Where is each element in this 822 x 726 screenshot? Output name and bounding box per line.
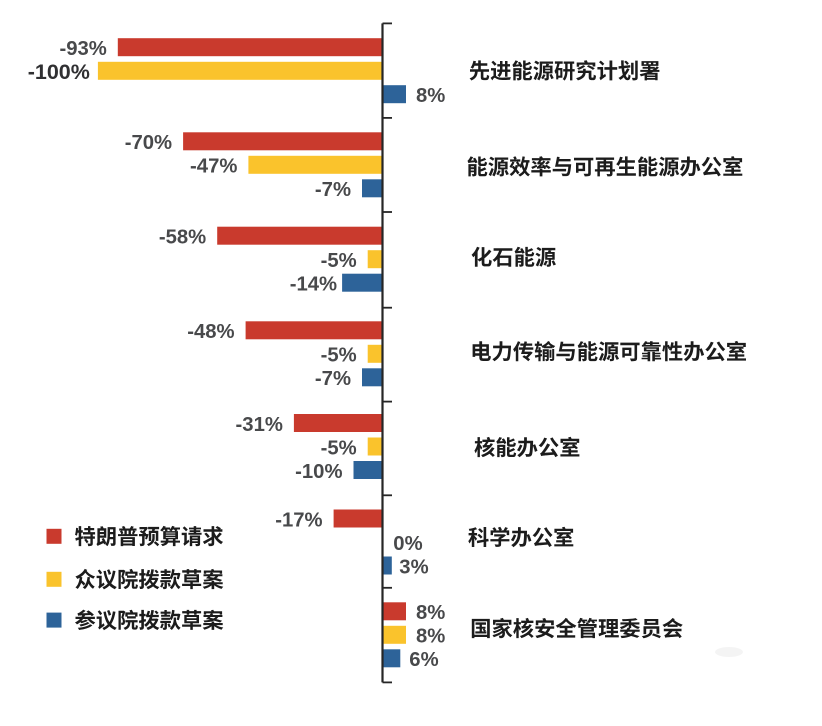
svg-text:-31%: -31% <box>236 414 283 436</box>
svg-text:-10%: -10% <box>295 461 342 483</box>
svg-text:-58%: -58% <box>159 227 206 249</box>
svg-text:-93%: -93% <box>59 38 106 60</box>
svg-text:-7%: -7% <box>315 368 351 390</box>
svg-text:-5%: -5% <box>321 250 357 272</box>
svg-text:-5%: -5% <box>321 345 357 367</box>
svg-text:-70%: -70% <box>125 132 172 154</box>
svg-text:-47%: -47% <box>190 156 237 178</box>
svg-text:8%: 8% <box>416 626 445 648</box>
svg-text:8%: 8% <box>416 602 445 624</box>
svg-text:0%: 0% <box>393 533 422 555</box>
svg-text:-7%: -7% <box>315 179 351 201</box>
svg-text:-100%: -100% <box>28 60 90 84</box>
svg-text:8%: 8% <box>416 85 445 107</box>
svg-text:3%: 3% <box>399 556 428 578</box>
svg-text:-48%: -48% <box>187 321 234 343</box>
svg-text:6%: 6% <box>409 649 438 671</box>
svg-text:-14%: -14% <box>290 274 337 296</box>
svg-text:-5%: -5% <box>321 437 357 459</box>
svg-text:-17%: -17% <box>275 509 322 531</box>
